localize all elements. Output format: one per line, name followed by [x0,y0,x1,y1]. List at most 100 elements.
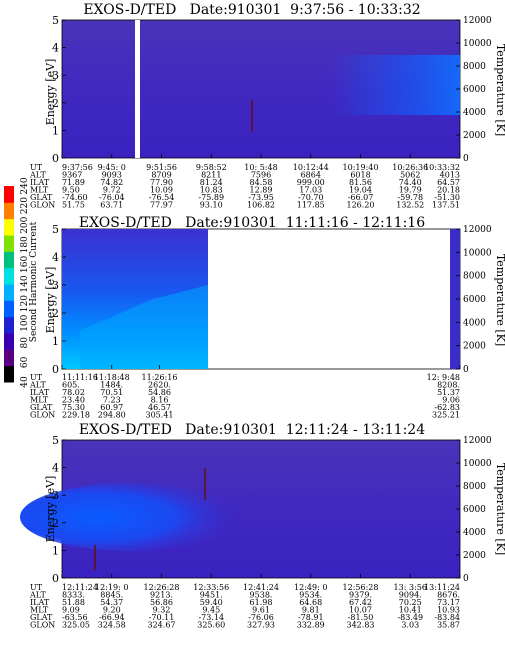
ephemeris-row-label: ALT [29,591,46,600]
ephemeris-row-label: ILAT [30,598,50,607]
ephemeris-cell: 9:58:52 [196,163,227,172]
y-tick-label: 0 [52,363,59,376]
ephemeris-row-label: ILAT [30,178,50,187]
colorbar-tick-label: 100 [20,314,30,331]
ephemeris-row-label: GLON [30,411,55,420]
ephemeris-cell: 126.20 [347,201,375,210]
panel-1-title: EXOS-D/TED Date:910301 9:37:56 - 10:33:3… [83,2,420,18]
ephemeris-cell: 77.97 [150,201,173,210]
ephemeris-cell: 8333. [62,591,85,600]
y-tick-label: 5 [52,223,59,236]
ephemeris-cell: -75.89 [198,193,224,202]
y-tick-right-label: 6000 [463,505,486,515]
panel-3-y-ticks-left: 0 1 2 3 4 5 [52,434,66,585]
y-tick-label: 1 [52,544,59,557]
ephemeris-cell: 9367 [62,171,82,180]
y-tick-right-label: 12000 [463,225,492,235]
panel-1-y-ticks-right: 0 2000 4000 6000 8000 10000 12000 [456,16,492,164]
ephemeris-cell: 3.03 [401,621,419,630]
ephemeris-cell: -81.50 [348,613,374,622]
ephemeris-cell: 8845. [100,591,123,600]
panel-3-enhancement [20,483,240,551]
ephemeris-cell: 9.72 [103,186,121,195]
colorbar-segment [4,284,14,301]
ephemeris-cell: 294.80 [98,411,126,420]
y-tick-right-label: 10000 [463,248,492,258]
ephemeris-cell: 63.71 [100,201,123,210]
ephemeris-cell: -70.11 [149,613,175,622]
y-tick-right-label: 8000 [463,62,486,72]
ephemeris-row-label: UT [30,583,43,592]
ephemeris-cell: 9451. [200,591,223,600]
ephemeris-cell: 332.89 [297,621,325,630]
colorbar-tick-label: 240 [20,177,30,194]
ephemeris-cell: 10.83 [200,186,223,195]
ephemeris-cell: 10:33:32 [424,163,460,172]
ephemeris-cell: 229.18 [62,411,90,420]
ephemeris-cell: 8.16 [151,396,169,405]
panel-2-ylabel: Energy [eV] [44,267,57,334]
ephemeris-cell: 6864 [301,171,321,180]
y-tick-right-label: 4000 [463,318,486,328]
colorbar-segment [4,349,14,367]
ephemeris-cell: 59.40 [200,598,223,607]
ephemeris-row-label: ALT [29,171,46,180]
ephemeris-cell: 9.09 [62,606,80,615]
panel-2: EXOS-D/TED Date:910301 11:11:16 - 12:11:… [29,215,505,420]
y-tick-right-label: 2000 [463,342,486,352]
ephemeris-cell: 11:26:16 [142,373,178,382]
ephemeris-cell: 84.58 [250,178,273,187]
panel-1-ylabel-right: Temperature [K] [494,44,505,136]
ephemeris-cell: 70.25 [399,598,422,607]
colorbar-segment [4,218,14,236]
colorbar-segment [4,202,14,220]
y-tick-label: 0 [52,572,59,585]
panel-1-y-ticks-left: 0 1 2 3 4 5 [52,14,66,165]
ephemeris-cell: 7.23 [103,396,121,405]
ephemeris-cell: 8676. [437,591,460,600]
ephemeris-cell: 8208. [437,381,460,390]
ephemeris-row-label: MLT [30,606,49,615]
ephemeris-cell: 12:56:28 [343,583,379,592]
colorbar-label: Second Harmonic Current [29,221,39,342]
y-tick-right-label: 2000 [463,131,486,141]
colorbar-tick-label: 160 [20,256,30,273]
ephemeris-cell: 325.21 [432,411,460,420]
ephemeris-cell: 71.89 [62,178,85,187]
colorbar-segment [4,316,14,334]
ephemeris-row-label: GLON [30,201,55,210]
ephemeris-cell: -51.30 [434,193,460,202]
ephemeris-cell: 7596 [251,171,271,180]
panel-2-edge-strip [450,229,460,369]
ephemeris-cell: 77.90 [150,178,173,187]
ephemeris-row-label: ALT [29,381,46,390]
ephemeris-cell: 117.85 [297,201,325,210]
y-tick-right-label: 8000 [463,482,486,492]
colorbar-tick-label: 200 [20,216,30,233]
ephemeris-cell: 605. [62,381,80,390]
ephemeris-cell: 74.82 [100,178,123,187]
ephemeris-cell: 9.81 [302,606,320,615]
ephemeris-cell: 999.00 [297,178,325,187]
ephemeris-cell: 325.60 [197,621,225,630]
ephemeris-cell: -74.60 [62,193,88,202]
ephemeris-cell: 51.37 [437,388,460,397]
y-tick-right-label: 6000 [463,295,486,305]
colorbar-tick-label: 140 [20,275,30,292]
colorbar-tick-label: 60 [20,356,30,368]
ephemeris-cell: 67.42 [349,598,372,607]
ephemeris-cell: 56.86 [150,598,173,607]
y-tick-label: 4 [52,251,59,264]
ephemeris-cell: 305.41 [146,411,174,420]
panel-3: EXOS-D/TED Date:910301 12:11:24 - 13:11:… [20,422,505,630]
ephemeris-cell: 9538. [250,591,273,600]
y-tick-right-label: 0 [463,365,469,375]
ephemeris-cell: 137.51 [432,201,460,210]
y-tick-label: 3 [52,69,59,82]
y-tick-label: 2 [52,97,59,110]
panel-1-enhancement [330,55,460,115]
ephemeris-cell: 64.68 [299,598,322,607]
y-tick-label: 2 [52,307,59,320]
ephemeris-cell: -73.14 [198,613,224,622]
